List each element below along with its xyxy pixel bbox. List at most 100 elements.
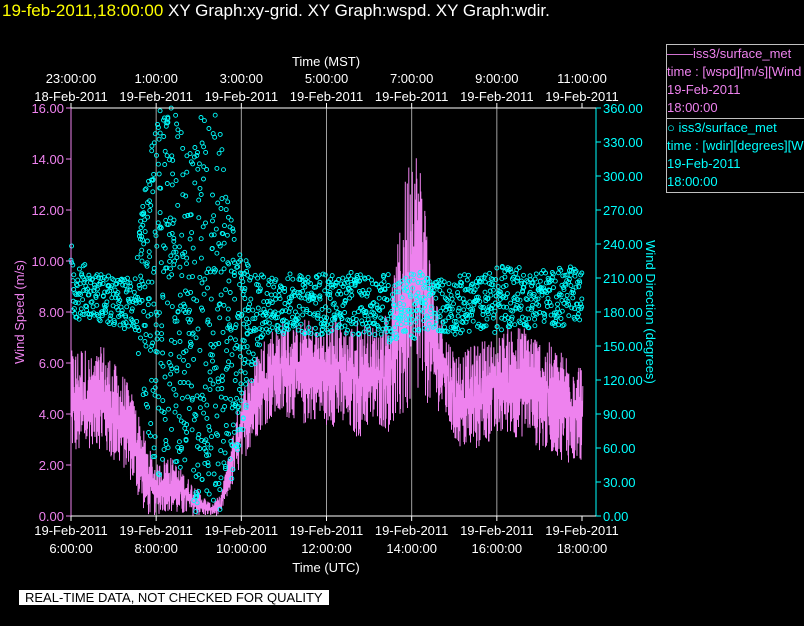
wdir-point <box>496 301 502 307</box>
wdir-point <box>163 438 169 443</box>
wdir-point <box>86 292 92 298</box>
wdir-point <box>76 266 82 272</box>
wdir-point <box>569 267 574 273</box>
wdir-point <box>155 125 161 130</box>
wdir-point <box>182 310 188 315</box>
wdir-point <box>408 294 414 300</box>
wdir-point <box>188 289 194 295</box>
wdir-point <box>197 405 203 411</box>
wdir-point <box>467 312 473 318</box>
wdir-point <box>80 274 86 280</box>
wdir-point <box>455 308 461 314</box>
wdir-point <box>145 279 151 285</box>
wdir-point <box>144 238 150 244</box>
bottom-tick-time: 18:00:00 <box>557 541 608 556</box>
wdir-point <box>180 145 186 151</box>
wdir-point <box>391 302 397 308</box>
wdir-point <box>497 291 503 297</box>
wdir-point <box>488 292 494 298</box>
wdir-point <box>220 329 226 335</box>
wdir-point <box>399 295 405 301</box>
wdir-point <box>243 258 249 264</box>
wdir-point <box>444 297 450 302</box>
wdir-point <box>208 341 214 347</box>
wdir-point <box>181 301 187 307</box>
wdir-point <box>194 500 200 506</box>
wdir-point <box>204 402 210 408</box>
wdir-point <box>150 387 156 393</box>
wdir-point <box>197 446 203 452</box>
wdir-point <box>406 307 412 313</box>
wdir-point <box>315 310 321 316</box>
wdir-point <box>157 130 163 136</box>
wdir-point <box>69 243 75 249</box>
wdir-point <box>221 240 227 246</box>
wdir-point <box>195 166 201 172</box>
wdir-point <box>357 272 363 278</box>
wdir-point <box>182 457 188 463</box>
wdir-point <box>252 361 258 367</box>
wdir-point <box>237 282 243 288</box>
wdir-point <box>247 277 253 283</box>
wdir-point <box>394 305 400 311</box>
wdir-point <box>558 316 564 321</box>
wdir-point <box>101 302 107 308</box>
wdir-point <box>252 316 258 322</box>
right-tick-label: 210.00 <box>603 271 643 286</box>
wdir-point <box>460 296 466 302</box>
wdir-point <box>377 307 383 313</box>
wdir-point <box>489 303 495 308</box>
wdir-point <box>202 460 208 466</box>
wdir-point <box>388 329 394 335</box>
wind-speed-series <box>70 158 584 516</box>
wdir-point <box>225 316 231 322</box>
wdir-point <box>224 339 230 345</box>
wdir-point <box>346 286 352 291</box>
legend-wspd-time: 18:00:00 <box>667 100 718 115</box>
wdir-point <box>173 112 179 118</box>
wdir-point <box>478 326 484 331</box>
wdir-point <box>80 297 86 303</box>
wdir-point <box>92 285 98 291</box>
wdir-point <box>308 330 314 336</box>
wdir-point <box>148 433 153 439</box>
wdir-point <box>231 429 237 435</box>
wdir-point <box>548 303 554 309</box>
wdir-point <box>250 351 256 357</box>
wdir-point <box>269 325 275 331</box>
wdir-point <box>571 306 577 312</box>
wdir-point <box>239 390 245 396</box>
wdir-point <box>228 217 234 223</box>
right-axis-title: Wind Direction (degrees) <box>643 240 658 384</box>
wdir-point <box>524 297 530 303</box>
wdir-point <box>185 291 191 297</box>
wdir-point <box>222 466 228 472</box>
wdir-point <box>102 289 108 295</box>
wdir-point <box>94 286 100 292</box>
wdir-point <box>171 235 177 241</box>
left-tick-label: 4.00 <box>39 407 64 422</box>
wdir-point <box>172 244 178 250</box>
wdir-point <box>140 392 146 398</box>
wdir-point <box>72 310 78 316</box>
wdir-point <box>183 348 189 354</box>
wdir-point <box>225 199 231 205</box>
wdir-point <box>207 427 213 433</box>
wdir-point <box>169 153 175 159</box>
wdir-point <box>203 220 208 226</box>
wdir-point <box>295 290 301 296</box>
wdir-point <box>201 144 207 150</box>
wdir-point <box>213 365 219 371</box>
wdir-point <box>128 284 134 289</box>
top-axis-title: Time (MST) <box>292 54 360 69</box>
wdir-point <box>162 416 168 422</box>
wdir-point <box>187 344 193 350</box>
wdir-point <box>159 336 165 342</box>
wdir-point <box>206 491 212 497</box>
wdir-point <box>176 439 182 445</box>
wdir-point <box>202 446 207 451</box>
wdir-point <box>448 324 454 330</box>
wdir-point <box>117 298 123 303</box>
wdir-point <box>196 489 202 495</box>
wdir-point <box>215 306 221 312</box>
